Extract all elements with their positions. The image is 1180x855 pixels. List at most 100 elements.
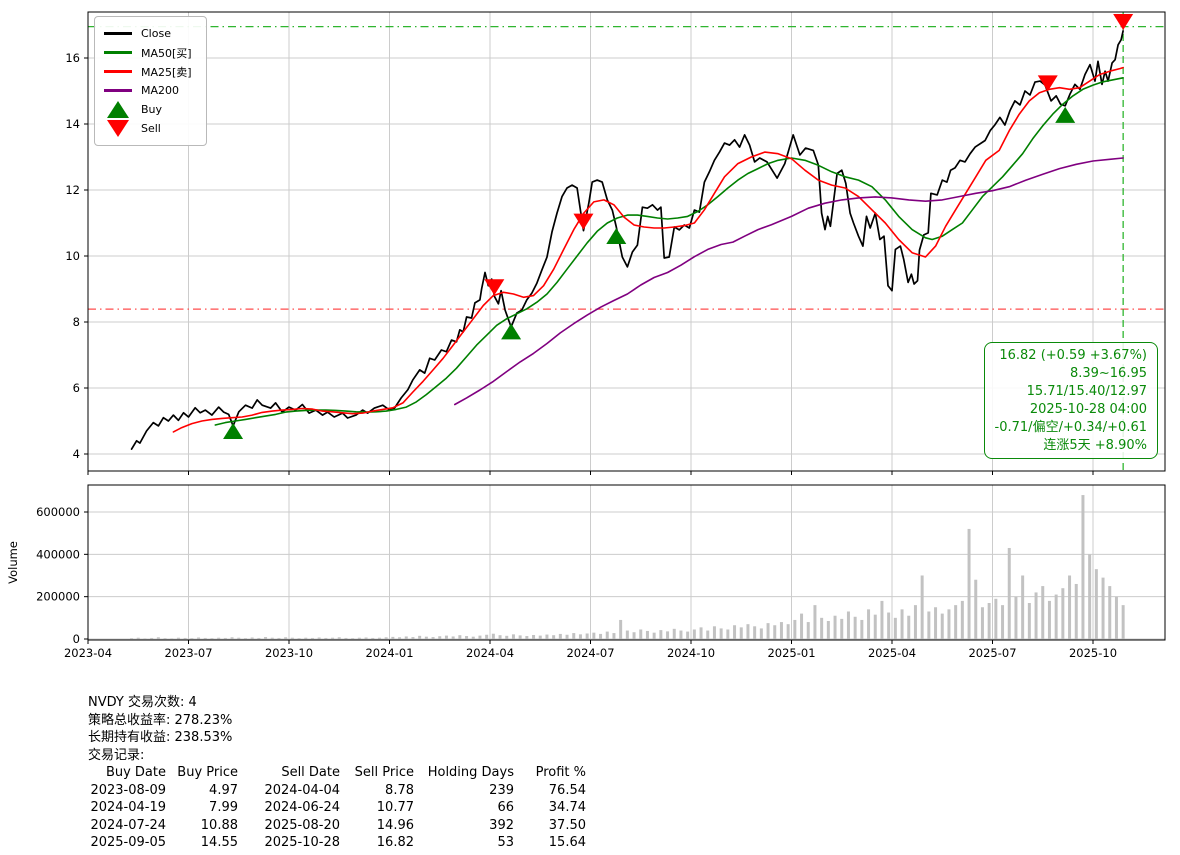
buy-marker	[1055, 106, 1076, 123]
volume-bar	[605, 631, 609, 639]
table-cell: 239	[489, 782, 514, 798]
trade-records-table: Buy Date Buy Price Sell Date Sell Price Hold…	[88, 764, 586, 852]
volume-bar	[773, 625, 777, 639]
table-cell: 2025-09-05	[90, 835, 166, 850]
x-tick-label: 2024-04	[466, 646, 514, 660]
volume-bar	[491, 633, 495, 639]
table-cell: 76.54	[548, 782, 586, 798]
sell-triangle-icon	[107, 120, 129, 137]
volume-bar	[1001, 605, 1005, 639]
volume-bar	[1108, 586, 1112, 639]
legend-line-swatch-wrap	[103, 89, 133, 92]
series-line-ma200	[453, 157, 1124, 406]
volume-bar	[438, 636, 442, 639]
volume-bar	[833, 615, 837, 639]
trades-count-line: NVDY 交易次数: 4	[88, 695, 197, 710]
volume-bar	[1094, 569, 1098, 639]
volume-bar	[612, 633, 616, 639]
volume-bar	[398, 637, 402, 639]
volume-bar	[954, 605, 958, 639]
table-cell: 7.99	[209, 800, 238, 815]
table-header-cell: Buy Date	[105, 765, 166, 780]
table-cell: 2024-07-24	[90, 817, 166, 833]
legend-line-swatch	[104, 51, 132, 54]
volume-bar	[1081, 495, 1085, 639]
legend-line-swatch-wrap	[103, 51, 133, 54]
table-cell: 16.82	[376, 835, 414, 850]
volume-bar	[404, 636, 408, 639]
volume-bar	[1007, 547, 1011, 639]
x-tick-label: 2025-01	[767, 646, 815, 660]
volume-bar	[960, 600, 964, 639]
table-row: 2024-07-24 10.88 2025-08-20 14.96 392 37.50	[88, 817, 586, 835]
volume-bar	[846, 611, 850, 639]
table-cell: 53	[497, 835, 514, 850]
series-line-ma25	[172, 66, 1124, 433]
volume-bar	[947, 609, 951, 639]
legend-item-ma200: MA200	[103, 81, 192, 100]
volume-bar	[813, 605, 817, 639]
price-tick-label: 6	[73, 381, 80, 395]
table-row: 2025-09-05 14.55 2025-10-28 16.82 53 15.64	[88, 834, 586, 852]
table-cell: 37.50	[548, 817, 586, 833]
legend-label: MA50[买]	[141, 46, 192, 60]
volume-bar	[900, 609, 904, 639]
volume-bar	[639, 629, 643, 639]
x-tick-label: 2023-10	[265, 646, 313, 660]
volume-bar	[364, 637, 368, 639]
buyhold-return-line: 长期持有收益: 238.53%	[88, 730, 233, 745]
legend-label: Close	[141, 27, 171, 40]
legend-item-ma25: MA25[卖]	[103, 62, 192, 81]
volume-bar	[223, 637, 227, 639]
volume-bar	[753, 626, 757, 639]
volume-bar	[518, 635, 522, 639]
table-cell: 66	[497, 800, 514, 815]
volume-bar	[136, 637, 140, 639]
legend-line-swatch-wrap	[103, 70, 133, 73]
buy-marker	[606, 227, 627, 244]
annotation-line: 15.71/15.40/12.97	[1026, 383, 1147, 399]
volume-bar	[230, 637, 234, 639]
volume-tick-label: 600000	[36, 505, 80, 519]
volume-bars-layer	[130, 495, 1125, 639]
annotation-line: -0.71/偏空/+0.34/+0.61	[994, 419, 1147, 435]
table-cell: 2024-04-04	[264, 782, 340, 798]
legend-marker-swatch-wrap	[103, 101, 133, 118]
volume-bar	[304, 637, 308, 639]
table-cell: 2024-06-24	[264, 800, 340, 815]
volume-bar	[284, 637, 288, 639]
volume-bar	[538, 635, 542, 639]
table-cell: 10.77	[376, 800, 414, 815]
legend-line-swatch	[104, 32, 132, 35]
price-series-layer	[130, 30, 1124, 450]
volume-bar	[1021, 575, 1025, 639]
volume-bar	[806, 622, 810, 639]
volume-bar	[444, 635, 448, 639]
volume-bar	[820, 617, 824, 639]
annotation-line: 16.82 (+0.59 +3.67%)	[999, 348, 1147, 363]
price-tick-label: 10	[65, 249, 80, 263]
table-cell: 15.64	[548, 835, 586, 850]
table-header-cell: Buy Price	[177, 765, 238, 780]
volume-bar	[337, 637, 341, 639]
volume-bar	[565, 634, 569, 639]
legend-item-ma50: MA50[买]	[103, 43, 192, 62]
volume-bar	[759, 628, 763, 639]
volume-bar	[264, 637, 268, 639]
volume-bar	[170, 638, 174, 639]
table-cell: 4.97	[209, 782, 238, 798]
axes-layer: 4 6 8 10 12 14 16 0 200000 400000 600000 2023-04 202…	[6, 11, 1166, 660]
volume-axes-frame	[87, 484, 1166, 641]
volume-bar	[237, 637, 241, 639]
volume-bar	[739, 627, 743, 639]
legend-item-close: Close	[103, 24, 192, 43]
volume-bar	[619, 619, 623, 639]
volume-bar	[1054, 594, 1058, 639]
volume-bar	[391, 636, 395, 639]
volume-bar	[317, 637, 321, 639]
legend-item-sell: Sell	[103, 119, 192, 138]
volume-bar	[779, 622, 783, 639]
volume-bar	[1034, 592, 1038, 639]
volume-bar	[974, 579, 978, 639]
volume-bar	[940, 613, 944, 639]
